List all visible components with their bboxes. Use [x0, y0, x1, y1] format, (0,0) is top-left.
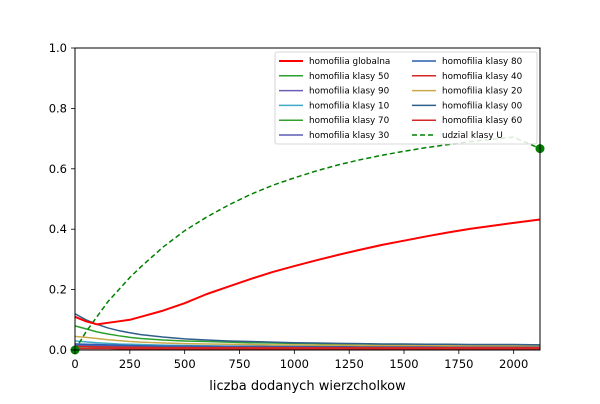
x-tick-label: 250	[119, 357, 141, 371]
legend-label: homofilia klasy 20	[442, 87, 523, 97]
legend-label: homofilia klasy 40	[442, 72, 523, 82]
x-tick-label: 500	[174, 357, 196, 371]
legend-label: homofilia klasy 60	[442, 116, 523, 126]
legend-label: homofilia klasy 50	[309, 72, 390, 82]
x-tick-label: 1750	[444, 357, 473, 371]
legend-label: homofilia globalna	[309, 57, 390, 67]
x-tick-label: 1250	[335, 357, 364, 371]
x-tick-label: 0	[71, 357, 78, 371]
x-tick-label: 1500	[389, 357, 418, 371]
x-tick-label: 1000	[280, 357, 309, 371]
x-tick-label: 750	[229, 357, 251, 371]
y-tick-label: 0.6	[49, 162, 67, 176]
y-tick-label: 0.8	[49, 101, 67, 115]
legend-label: homofilia klasy 10	[309, 101, 390, 111]
legend-label: udzial klasy U	[442, 131, 503, 141]
x-axis-label: liczba dodanych wierzcholkow	[209, 379, 406, 394]
y-tick-label: 0.4	[49, 222, 67, 236]
legend-label: homofilia klasy 80	[442, 57, 523, 67]
y-tick-label: 0.0	[49, 343, 67, 357]
x-tick-label: 2000	[499, 357, 528, 371]
legend-label: homofilia klasy 90	[309, 87, 390, 97]
legend-label: homofilia klasy 30	[309, 131, 390, 141]
y-tick-label: 0.2	[49, 283, 67, 297]
legend-label: homofilia klasy 00	[442, 101, 523, 111]
legend: homofilia globalna homofilia klasy 50 homo…	[275, 52, 537, 144]
legend-label: homofilia klasy 70	[309, 116, 390, 126]
y-tick-label: 1.0	[49, 41, 67, 55]
